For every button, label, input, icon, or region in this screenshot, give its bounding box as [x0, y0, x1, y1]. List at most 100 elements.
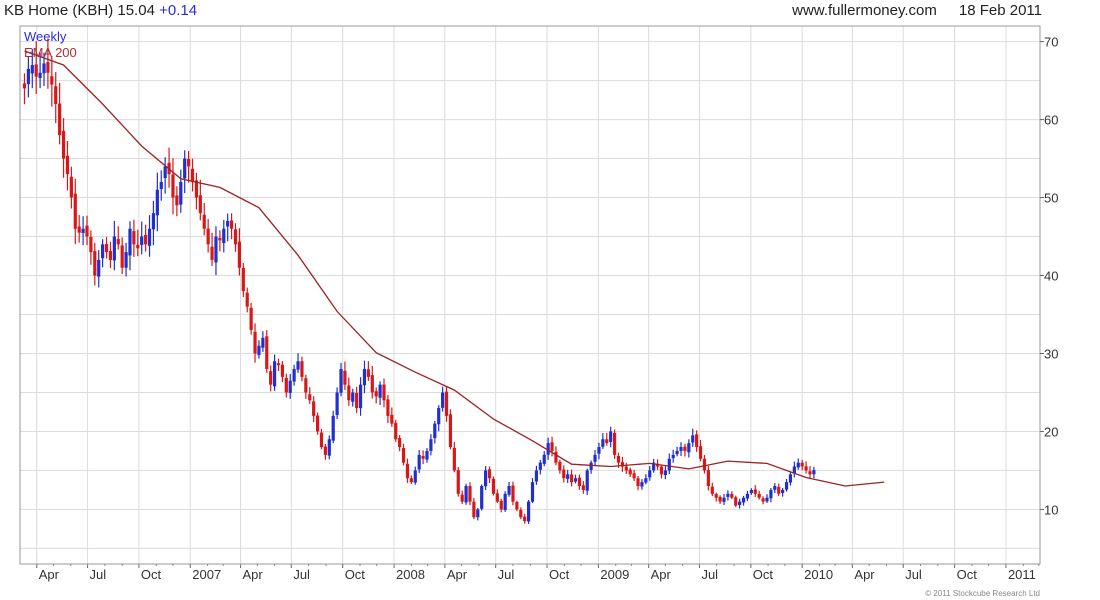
candle [460, 490, 464, 505]
y-tick-label: 20 [1044, 424, 1058, 439]
candle [624, 462, 628, 475]
candle-body [710, 486, 714, 494]
candle [480, 484, 484, 511]
candle [671, 449, 675, 463]
candle [405, 458, 410, 483]
candle-body [308, 394, 312, 401]
candle-body [276, 363, 281, 366]
y-tick-label: 50 [1044, 191, 1058, 206]
candle [648, 466, 652, 481]
candle-body [605, 439, 609, 444]
candle-body [714, 494, 718, 498]
candle-body [484, 470, 488, 487]
candle-body [448, 414, 453, 448]
candle [792, 461, 796, 478]
candle [398, 434, 402, 452]
candle [147, 215, 152, 257]
ema-line [24, 50, 885, 487]
chart-title: KB Home (KBH) 15.04 +0.14 [4, 2, 197, 19]
candle-body [163, 166, 167, 179]
candle [116, 226, 120, 250]
candle [753, 485, 757, 497]
candle [425, 448, 429, 463]
candle-body [315, 415, 320, 432]
candle-body [554, 451, 558, 463]
chart-legend: Weekly EMA 200 [24, 29, 77, 61]
candle [612, 429, 617, 459]
candle [702, 455, 707, 474]
candle-body [566, 474, 570, 479]
candle-body [530, 482, 535, 502]
candle-body [159, 181, 163, 190]
copyright-text: © 2011 Stockcube Research Ltd [925, 589, 1040, 598]
candle-body [444, 391, 449, 416]
candle [370, 365, 374, 399]
candle-body [730, 493, 734, 498]
candle-body [327, 439, 331, 456]
candle-body [667, 458, 671, 471]
candle-body [437, 408, 441, 425]
candle-body [659, 466, 664, 475]
candle-body [472, 501, 476, 518]
candle [34, 41, 38, 94]
candle-body [491, 478, 496, 494]
candle-body [261, 337, 265, 348]
candle-body [734, 497, 738, 506]
candle-body [151, 213, 156, 230]
candle-body [788, 474, 793, 483]
candle [226, 213, 230, 242]
candle-body [550, 442, 554, 451]
candle [366, 361, 370, 381]
candle [601, 433, 605, 449]
candle-body [355, 392, 359, 409]
candle-body [85, 225, 89, 237]
candle-body [175, 195, 179, 206]
x-tick-label: 2008 [396, 567, 425, 582]
candle [159, 170, 163, 201]
candle-body [609, 431, 613, 442]
candle-body [331, 415, 335, 441]
x-tick-label: Oct [753, 567, 774, 582]
candle-body [140, 236, 144, 245]
candle [73, 178, 77, 245]
x-tick-label: 2010 [804, 567, 833, 582]
candle-body [50, 76, 54, 85]
candle [304, 374, 308, 399]
candle [296, 353, 300, 374]
candle [355, 386, 359, 414]
candle-body [183, 158, 187, 179]
candle-body [585, 470, 589, 491]
candle [726, 490, 730, 501]
candle [484, 466, 488, 491]
last-price: 15.04 [117, 2, 155, 19]
candle [530, 478, 535, 504]
candle-body [538, 462, 542, 470]
candle [93, 242, 97, 286]
chart-date: 18 Feb 2011 [958, 2, 1042, 19]
candle [667, 453, 671, 475]
candle-body [382, 384, 386, 401]
candle [597, 442, 601, 460]
candle [804, 461, 808, 474]
candle-body [210, 246, 214, 260]
candle-body [296, 361, 300, 370]
candle [22, 73, 27, 105]
candle-body [73, 193, 77, 229]
candle [495, 489, 499, 503]
candle-body [194, 180, 199, 198]
candle-body [128, 228, 132, 256]
candle-body [698, 446, 703, 459]
candle-body [46, 62, 50, 73]
candle-body [796, 462, 800, 468]
candle [89, 230, 93, 265]
candle [566, 469, 570, 484]
candle-body [61, 130, 66, 159]
candle [636, 475, 640, 491]
candle-body [284, 377, 288, 393]
candle [706, 465, 710, 491]
candle-body [229, 220, 234, 229]
candle-body [636, 478, 640, 487]
candle [605, 432, 609, 446]
candle [347, 377, 351, 406]
candle-body [593, 454, 597, 462]
